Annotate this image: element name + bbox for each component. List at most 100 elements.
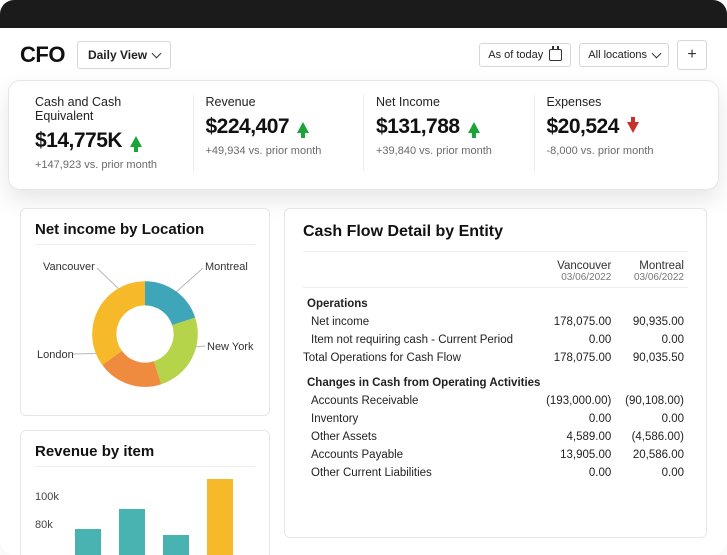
row-label[interactable]: Inventory — [303, 410, 536, 428]
section-heading: Operations — [303, 288, 688, 314]
divider — [35, 466, 255, 467]
table-row: Inventory0.000.00 — [303, 410, 688, 428]
cell-value: 0.00 — [536, 331, 616, 349]
kpi-value: $131,788 — [376, 115, 460, 139]
card-title: Revenue by item — [35, 443, 255, 460]
as-of-label: As of today — [488, 49, 543, 61]
donut-segment — [158, 321, 186, 372]
cell-value: 13,905.00 — [536, 446, 616, 464]
donut-label: London — [37, 349, 74, 361]
cell-value: (4,586.00) — [615, 428, 688, 446]
arrow-up-icon — [297, 122, 309, 133]
bar — [163, 535, 189, 555]
cash-flow-table: Vancouver03/06/2022Montreal03/06/2022Ope… — [303, 251, 688, 482]
row-label: Total Operations for Cash Flow — [303, 349, 536, 367]
kpi-label: Net Income — [376, 95, 522, 109]
cell-value: 0.00 — [536, 410, 616, 428]
view-selector[interactable]: Daily View — [77, 41, 171, 69]
kpi-band: Cash and Cash Equivalent $14,775K +147,923… — [8, 80, 719, 190]
table-row: Accounts Payable13,905.0020,586.00 — [303, 446, 688, 464]
y-tick-label: 80k — [35, 519, 53, 531]
table-row: Net income178,075.0090,935.00 — [303, 313, 688, 331]
page-title: CFO — [20, 42, 65, 68]
kpi-delta: +147,923 vs. prior month — [35, 159, 181, 171]
table-column-header: Montreal03/06/2022 — [615, 252, 688, 288]
cell-value: 178,075.00 — [536, 313, 616, 331]
table-column-header: Vancouver03/06/2022 — [536, 252, 616, 288]
arrow-down-icon — [627, 122, 639, 133]
kpi-delta: +39,840 vs. prior month — [376, 145, 522, 157]
cash-flow-detail-card: Cash Flow Detail by Entity Vancouver03/0… — [284, 208, 707, 538]
donut-chart: VancouverMontrealNew YorkLondon — [35, 253, 255, 403]
kpi-card[interactable]: Cash and Cash Equivalent $14,775K +147,923… — [23, 95, 194, 171]
kpi-card[interactable]: Revenue $224,407 +49,934 vs. prior month — [194, 95, 365, 171]
chevron-down-icon — [652, 49, 662, 59]
card-title: Cash Flow Detail by Entity — [303, 223, 688, 241]
location-selector[interactable]: All locations — [579, 43, 669, 67]
location-selector-label: All locations — [588, 49, 647, 61]
view-selector-label: Daily View — [88, 48, 147, 62]
row-label[interactable]: Accounts Receivable — [303, 392, 536, 410]
cell-value: (193,000.00) — [536, 392, 616, 410]
row-label[interactable]: Item not requiring cash - Current Period — [303, 331, 536, 349]
right-column: Cash Flow Detail by Entity Vancouver03/0… — [284, 208, 707, 555]
row-label[interactable]: Net income — [303, 313, 536, 331]
plus-icon: + — [687, 46, 696, 64]
kpi-value-row: $131,788 — [376, 115, 522, 139]
cell-value: 90,935.00 — [615, 313, 688, 331]
donut-segment — [112, 358, 158, 375]
y-tick-label: 100k — [35, 491, 59, 503]
cell-value: (90,108.00) — [615, 392, 688, 410]
kpi-card[interactable]: Net Income $131,788 +39,840 vs. prior mont… — [364, 95, 535, 171]
left-column: Net income by Location Vancouver Montreal… — [20, 208, 270, 555]
kpi-value: $14,775K — [35, 129, 122, 153]
arrow-up-icon — [468, 122, 480, 133]
window-topbar — [0, 0, 727, 28]
table-row: Total Operations for Cash Flow178,075.00… — [303, 349, 688, 367]
cell-value: 0.00 — [615, 464, 688, 482]
arrow-up-icon — [130, 136, 142, 147]
app-frame: CFO Daily View As of today All locations… — [0, 0, 727, 555]
kpi-card[interactable]: Expenses $20,524 -8,000 vs. prior month — [535, 95, 705, 171]
kpi-delta: +49,934 vs. prior month — [206, 145, 352, 157]
donut-segment — [104, 293, 145, 358]
content: Net income by Location Vancouver Montreal… — [0, 190, 727, 555]
bar — [207, 479, 233, 555]
donut-label: Vancouver — [43, 261, 95, 273]
kpi-value-row: $20,524 — [547, 115, 693, 139]
add-button[interactable]: + — [677, 40, 707, 70]
cell-value: 178,075.00 — [536, 349, 616, 367]
kpi-value: $224,407 — [206, 115, 290, 139]
kpi-label: Cash and Cash Equivalent — [35, 95, 181, 123]
divider — [35, 244, 255, 245]
table-row: Other Assets4,589.00(4,586.00) — [303, 428, 688, 446]
kpi-value-row: $14,775K — [35, 129, 181, 153]
table-row: Item not requiring cash - Current Period… — [303, 331, 688, 349]
bar — [119, 509, 145, 555]
table-row: Other Current Liabilities0.000.00 — [303, 464, 688, 482]
fade-overlay — [285, 511, 706, 537]
revenue-by-item-card: Revenue by item 100k 80k — [20, 430, 270, 555]
row-label[interactable]: Other Assets — [303, 428, 536, 446]
cell-value: 20,586.00 — [615, 446, 688, 464]
cell-value: 0.00 — [536, 464, 616, 482]
kpi-label: Expenses — [547, 95, 693, 109]
header-right: As of today All locations + — [479, 40, 707, 70]
table-row: Accounts Receivable(193,000.00)(90,108.0… — [303, 392, 688, 410]
cell-value: 0.00 — [615, 410, 688, 428]
kpi-value-row: $224,407 — [206, 115, 352, 139]
row-label[interactable]: Other Current Liabilities — [303, 464, 536, 482]
kpi-delta: -8,000 vs. prior month — [547, 145, 693, 157]
bar — [75, 529, 101, 555]
as-of-selector[interactable]: As of today — [479, 43, 571, 67]
donut-segment — [145, 293, 184, 321]
card-title: Net income by Location — [35, 221, 255, 238]
donut-svg — [90, 279, 200, 389]
cell-value: 0.00 — [615, 331, 688, 349]
cell-value: 4,589.00 — [536, 428, 616, 446]
kpi-label: Revenue — [206, 95, 352, 109]
bar-chart: 100k 80k — [35, 475, 255, 555]
kpi-value: $20,524 — [547, 115, 619, 139]
donut-label: Montreal — [205, 261, 248, 273]
row-label[interactable]: Accounts Payable — [303, 446, 536, 464]
